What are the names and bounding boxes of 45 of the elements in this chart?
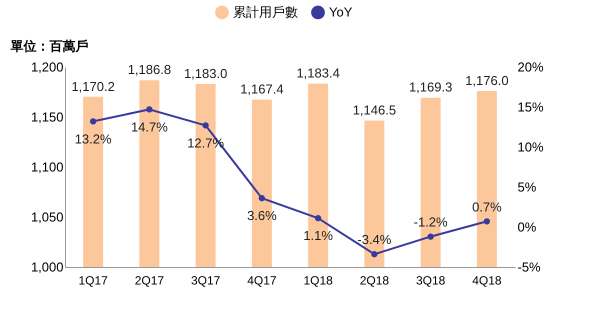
data-label: 1.1% bbox=[303, 228, 334, 244]
y-tick-label: 1,200 bbox=[30, 60, 64, 74]
y-tick-label: 1,050 bbox=[30, 210, 64, 224]
point bbox=[90, 118, 96, 125]
data-label: -3.4% bbox=[357, 232, 392, 248]
data-label: 1,186.8 bbox=[128, 62, 172, 78]
data-label: -1.2% bbox=[414, 214, 448, 230]
data-label: 1,146.5 bbox=[352, 102, 396, 118]
point bbox=[484, 218, 490, 225]
data-label: 3.6% bbox=[247, 208, 278, 224]
y2-tick-label: -5% bbox=[518, 260, 542, 274]
data-label: 1,169.3 bbox=[408, 80, 452, 95]
y2-tick-label: 10% bbox=[518, 140, 544, 154]
point bbox=[371, 251, 378, 258]
y-tick-label: 1,150 bbox=[30, 110, 64, 124]
point bbox=[202, 122, 209, 129]
y-tick-label: 1,100 bbox=[30, 160, 64, 174]
y-axis-title: 單位：百萬戶 bbox=[10, 38, 88, 54]
x-tick-label: 2Q17 bbox=[134, 274, 164, 288]
legend-label: YoY bbox=[329, 4, 353, 20]
x-tick-label: 4Q17 bbox=[247, 274, 277, 288]
data-label: 14.7% bbox=[130, 119, 168, 134]
x-tick-label: 1Q18 bbox=[303, 274, 334, 288]
data-label: 1,183.0 bbox=[184, 66, 228, 81]
point bbox=[258, 195, 266, 202]
legend-label: 累計用戶數 bbox=[233, 4, 298, 20]
data-label: 1,183.4 bbox=[296, 66, 340, 81]
point bbox=[146, 106, 153, 113]
x-tick-label: 4Q18 bbox=[472, 274, 502, 288]
y2-tick-label: 15% bbox=[518, 100, 544, 114]
point bbox=[427, 233, 434, 240]
y2-tick-label: 5% bbox=[518, 180, 537, 194]
data-label: 0.7% bbox=[472, 199, 502, 214]
data-label: 1,170.2 bbox=[71, 78, 115, 94]
point bbox=[314, 215, 322, 222]
y2-tick-label: 0% bbox=[518, 220, 537, 234]
data-label: 1,176.0 bbox=[465, 73, 509, 88]
y2-tick-label: 20% bbox=[518, 60, 544, 74]
y-tick-label: 1,000 bbox=[30, 260, 64, 274]
x-tick-label: 2Q18 bbox=[360, 274, 390, 288]
x-tick-label: 1Q17 bbox=[78, 274, 108, 288]
x-tick-label: 3Q17 bbox=[190, 274, 221, 288]
x-tick-label: 3Q18 bbox=[416, 274, 446, 288]
data-label: 1,167.4 bbox=[240, 82, 284, 97]
data-label: 13.2% bbox=[74, 131, 112, 146]
